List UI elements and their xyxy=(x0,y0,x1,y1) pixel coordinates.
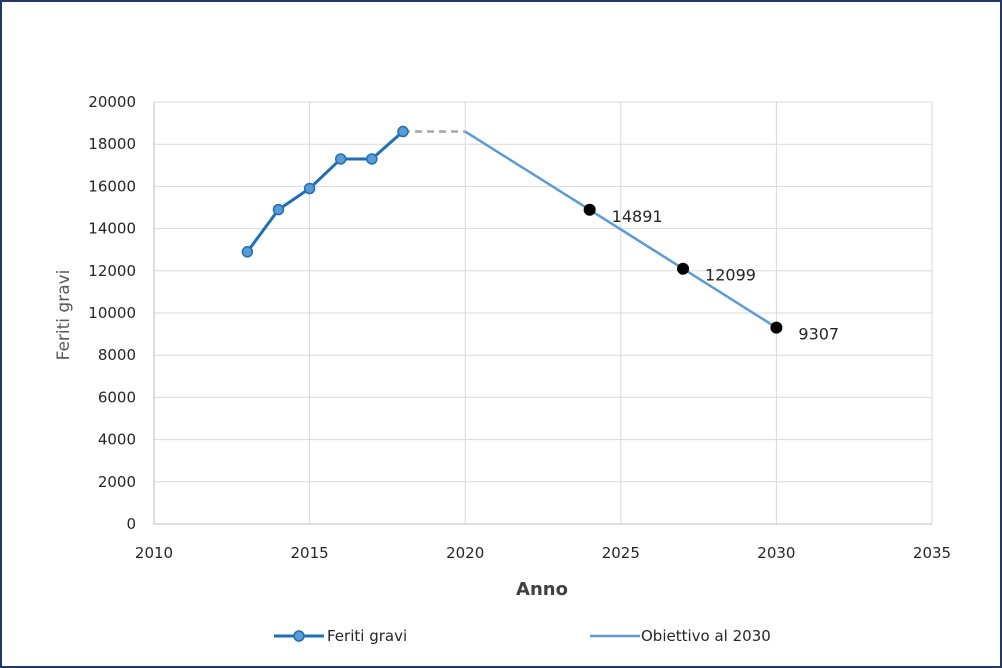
y-tick-label: 16000 xyxy=(88,177,136,195)
grid-lines xyxy=(154,101,933,524)
data-point xyxy=(303,182,316,195)
y-tick-label: 2000 xyxy=(98,473,136,491)
data-point xyxy=(272,203,285,216)
x-tick-label: 2015 xyxy=(291,544,329,562)
target-point xyxy=(677,262,690,275)
target-point xyxy=(770,321,783,334)
data-label: 12099 xyxy=(705,266,756,285)
x-axis-title: Anno xyxy=(516,579,568,600)
x-tick-label: 2025 xyxy=(602,544,640,562)
y-axis-title: Feriti gravi xyxy=(54,270,74,361)
data-point xyxy=(334,153,347,165)
y-tick-label: 12000 xyxy=(88,262,136,280)
target-point xyxy=(583,203,596,216)
data-point xyxy=(397,125,409,138)
data-point xyxy=(241,246,254,258)
legend: Feriti gravi Obiettivo al 2030 xyxy=(274,627,771,645)
data-label: 9307 xyxy=(798,325,839,344)
axes xyxy=(153,102,932,525)
series-lines xyxy=(246,130,778,329)
series-line-feriti-gravi xyxy=(246,130,404,253)
y-tick-label: 10000 xyxy=(88,304,136,322)
x-tick-label: 2020 xyxy=(446,544,484,562)
series-markers xyxy=(241,125,783,334)
y-tick-labels: 0 2000 4000 6000 8000 10000 12000 14000 16000 180… xyxy=(88,93,136,533)
data-label: 14891 xyxy=(612,207,663,226)
y-tick-label: 0 xyxy=(126,515,136,533)
y-tick-label: 4000 xyxy=(98,431,136,449)
y-tick-label: 18000 xyxy=(88,135,136,153)
data-point xyxy=(366,153,378,165)
y-tick-label: 20000 xyxy=(88,93,136,111)
x-tick-labels: 2010 2015 2020 2025 2030 2035 xyxy=(135,544,951,562)
x-tick-label: 2010 xyxy=(135,544,173,562)
legend-marker-feriti-gravi xyxy=(293,630,305,642)
x-tick-label: 2035 xyxy=(913,544,951,562)
x-tick-label: 2030 xyxy=(757,544,795,562)
data-labels: 14891 12099 9307 xyxy=(612,207,839,344)
y-tick-label: 6000 xyxy=(98,388,136,406)
series-line-obiettivo-2030 xyxy=(464,130,778,329)
legend-label-obiettivo-2030: Obiettivo al 2030 xyxy=(641,627,771,645)
y-tick-label: 14000 xyxy=(88,220,136,238)
y-tick-label: 8000 xyxy=(98,346,136,364)
legend-label-feriti-gravi: Feriti gravi xyxy=(327,627,407,645)
